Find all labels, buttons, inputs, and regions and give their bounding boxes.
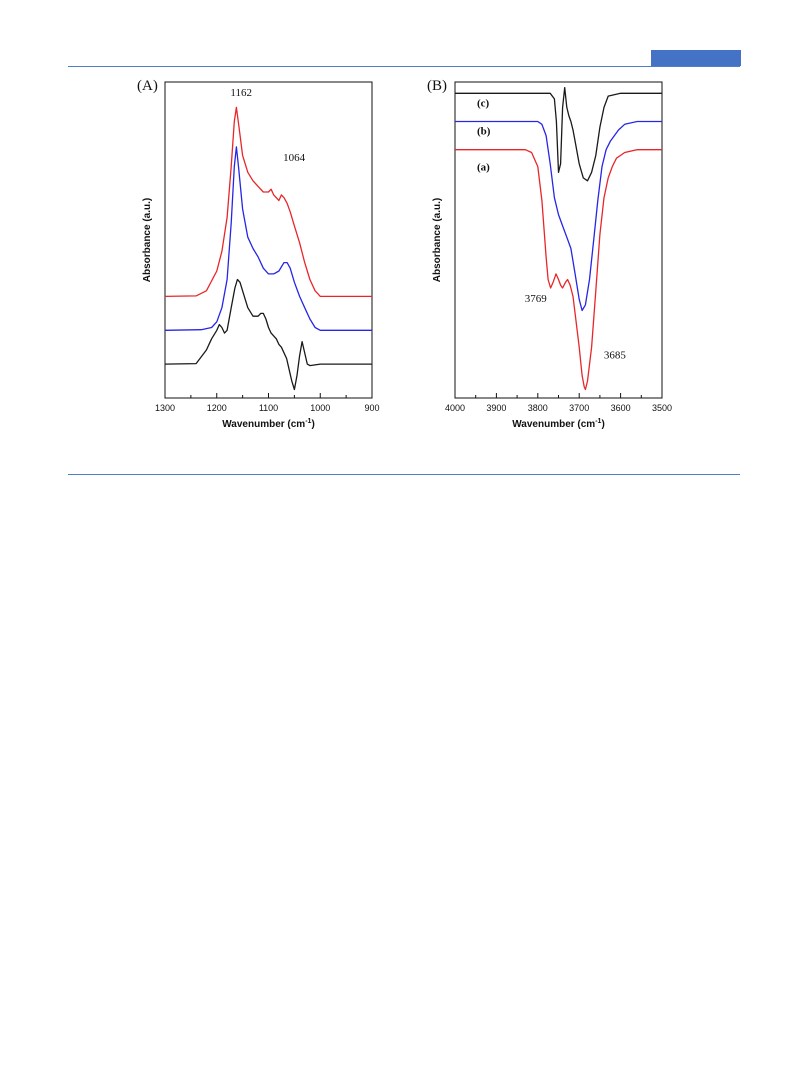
annotation-a-0: 1162 xyxy=(230,87,252,99)
y-axis-label-b: Absorbance (a.u.) xyxy=(432,198,443,282)
series-label-b-2: (a) xyxy=(477,162,490,174)
annotation-b-0: 3769 xyxy=(525,293,548,305)
series-label-b-0: (c) xyxy=(477,97,490,109)
x-tick-label-b-3: 3700 xyxy=(569,403,589,413)
series-line-b-2 xyxy=(455,149,662,391)
series-line-b-1 xyxy=(455,120,662,312)
x-axis-label-b: Wavenumber (cm-1) xyxy=(512,418,605,430)
y-axis-label-a: Absorbance (a.u.) xyxy=(142,198,153,282)
panel-label-a: (A) xyxy=(137,78,158,94)
plot-frame-a xyxy=(164,81,373,399)
x-tick-label-b-2: 3800 xyxy=(528,403,548,413)
chart-panel-b: (B) 4000 3900 3800 3700 3600 3500 Wavenumber (c… xyxy=(427,78,672,430)
series-line-b-0 xyxy=(455,86,662,182)
series-line-a-1 xyxy=(164,146,372,331)
x-tick-label-a-0: 1300 xyxy=(155,403,175,413)
header-accent-tab xyxy=(651,50,741,66)
panel-label-b: (B) xyxy=(427,78,447,94)
series-label-b-1: (b) xyxy=(477,126,491,138)
x-tick-label-a-1: 1200 xyxy=(207,403,227,413)
annotation-a-1: 1064 xyxy=(283,152,306,164)
x-axis-label-a: Wavenumber (cm-1) xyxy=(222,418,315,430)
x-tick-label-a-2: 1100 xyxy=(259,403,278,413)
annotation-b-1: 3685 xyxy=(604,350,627,362)
x-tick-label-a-3: 1000 xyxy=(310,403,330,413)
x-tick-label-b-0: 4000 xyxy=(445,403,465,413)
x-tick-label-b-4: 3600 xyxy=(611,403,631,413)
series-line-a-0 xyxy=(164,106,372,298)
x-tick-label-a-4: 900 xyxy=(364,403,379,413)
bottom-rule xyxy=(68,474,740,475)
series-line-a-2 xyxy=(164,278,372,391)
chart-panel-a: (A) 1300 1200 1100 1000 900 Wavenumber (cm-1) A… xyxy=(137,78,380,430)
x-tick-label-b-1: 3900 xyxy=(486,403,506,413)
x-tick-label-b-5: 3500 xyxy=(652,403,672,413)
top-rule xyxy=(68,66,740,67)
